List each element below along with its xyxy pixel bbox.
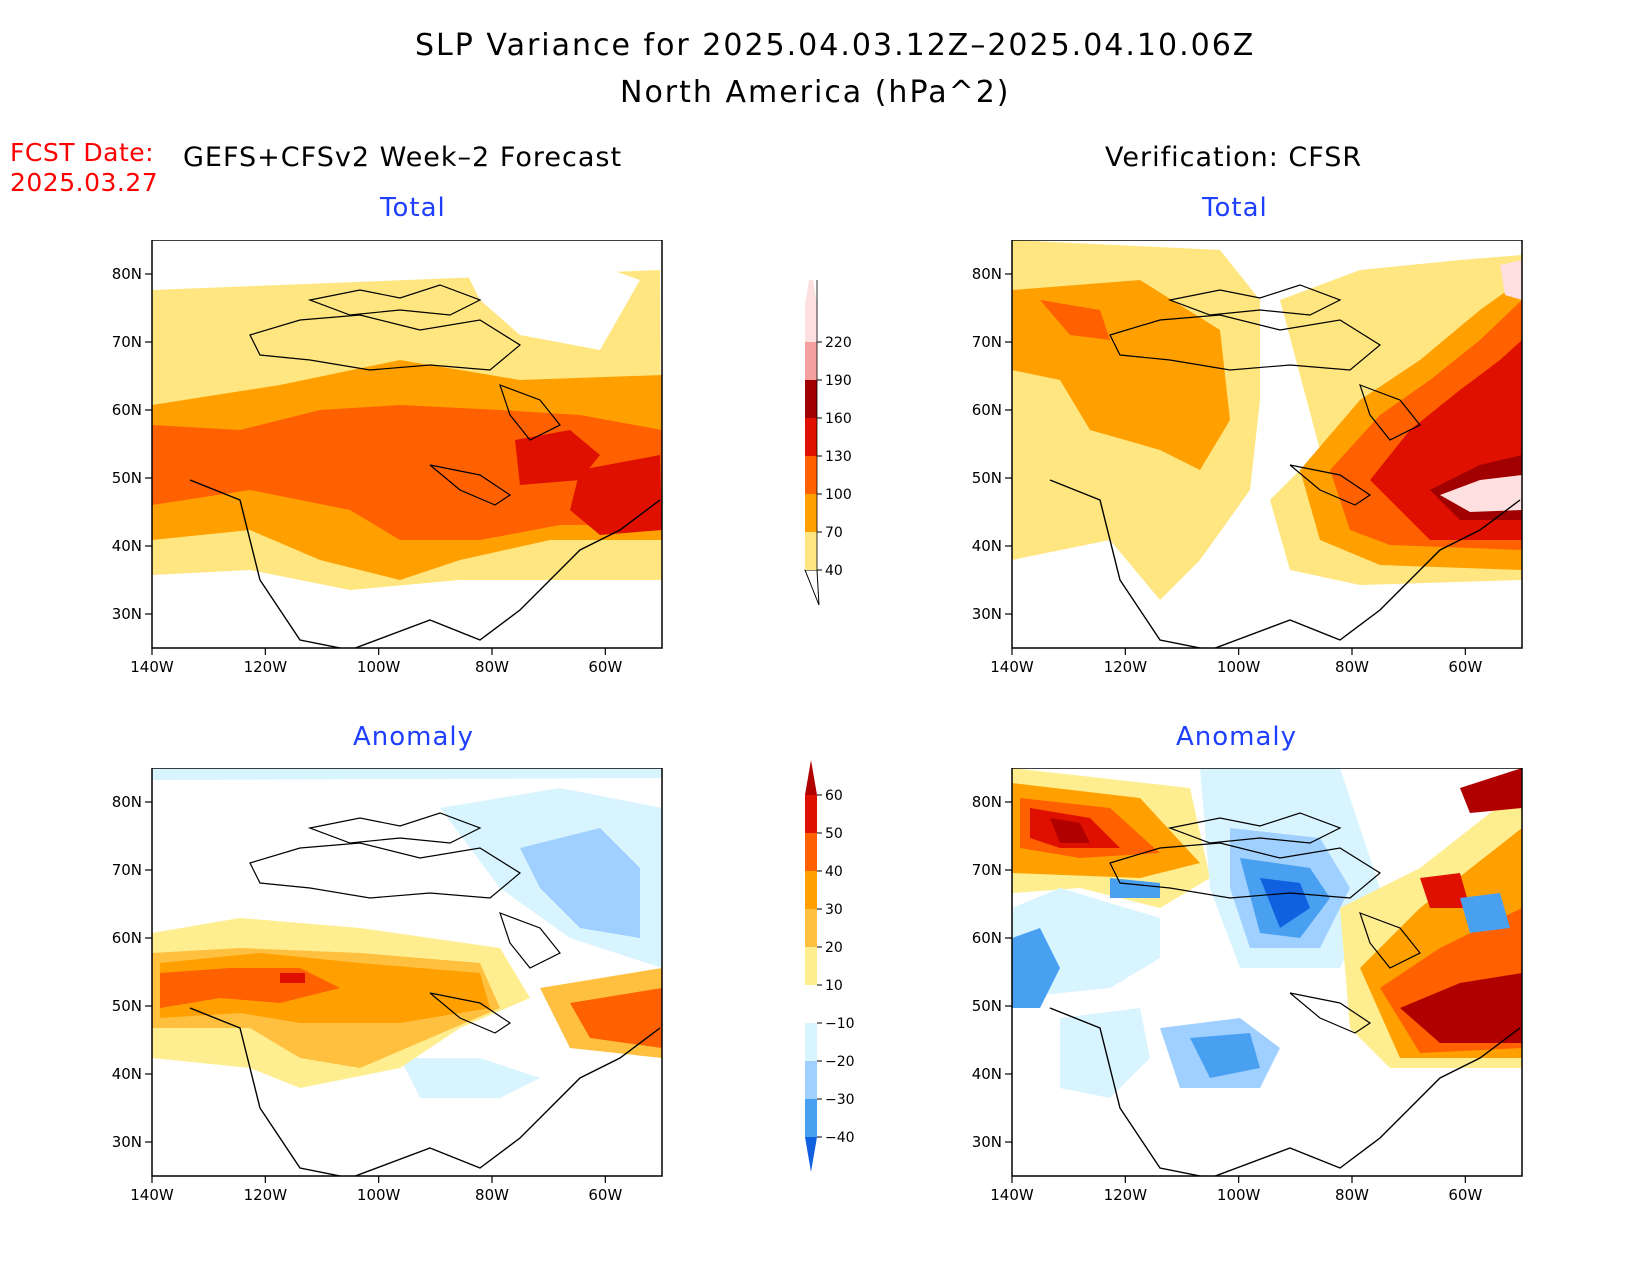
colorbar-level-label: 50 — [825, 826, 843, 842]
lon-tick-label: 80W — [475, 658, 509, 676]
lat-tick-label: 80N — [112, 265, 142, 283]
colorbar-level-label: 160 — [825, 411, 852, 427]
colorbar-swatch — [805, 532, 817, 570]
lat-tick-label: 60N — [972, 929, 1002, 947]
colorbar-swatch — [805, 1099, 817, 1137]
fcst-date-value: 2025.03.27 — [10, 168, 159, 197]
map-verification-total: 140W 120W 100W 80W 60W 80N 70N 60N 50N 40N 30N — [972, 240, 1523, 676]
panel-title-verif-total: Total — [1202, 193, 1268, 223]
colorbar-level-label: 220 — [825, 335, 852, 351]
lon-tick-label: 140W — [990, 658, 1034, 676]
lon-tick-label: 100W — [357, 658, 401, 676]
lon-tick-label: 100W — [357, 1186, 401, 1204]
colorbar-level-label: 40 — [825, 563, 843, 579]
lon-tick-label: 80W — [1335, 1186, 1369, 1204]
lon-tick-label: 60W — [588, 658, 622, 676]
colorbar-level-label: −40 — [825, 1130, 855, 1146]
lon-tick-label: 140W — [130, 658, 174, 676]
lon-tick-label: 140W — [990, 1186, 1034, 1204]
forecast-header: GEFS+CFSv2 Week–2 Forecast — [183, 142, 623, 173]
panel-title-verif-anomaly: Anomaly — [1176, 722, 1298, 752]
colorbar-level-label: 100 — [825, 487, 852, 503]
lat-tick-label: 80N — [112, 793, 142, 811]
colorbar-level-label: 190 — [825, 373, 852, 389]
lat-tick-label: 80N — [972, 265, 1002, 283]
lat-tick-label: 70N — [112, 333, 142, 351]
colorbar-swatch — [805, 380, 817, 418]
lon-tick-label: 100W — [1217, 658, 1261, 676]
lat-tick-label: 50N — [972, 997, 1002, 1015]
lat-tick-label: 60N — [972, 401, 1002, 419]
colorbar-level-label: 30 — [825, 902, 843, 918]
map-verification-anomaly: 140W 120W 100W 80W 60W 80N 70N 60N 50N 40N 30N — [972, 768, 1523, 1204]
map-forecast-total: 140W 120W 100W 80W 60W 80N 70N 60N 50N 40N 30N — [112, 240, 663, 676]
colorbar-upper-cap — [805, 760, 817, 795]
lat-tick-label: 70N — [112, 861, 142, 879]
colorbar-swatch — [805, 871, 817, 909]
anomaly-colorbar: 60 50 40 30 20 10 −10 −20 −30 −40 — [805, 760, 855, 1172]
colorbar-upper-cap — [805, 280, 817, 304]
total-colorbar: 40 70 100 130 160 190 220 — [804, 280, 852, 606]
fcst-date-label: FCST Date: — [10, 138, 155, 167]
lat-tick-label: 50N — [112, 997, 142, 1015]
lon-tick-label: 120W — [244, 658, 288, 676]
title-line2: North America (hPa^2) — [620, 75, 1011, 110]
colorbar-swatch — [805, 418, 817, 456]
colorbar-level-label: −20 — [825, 1054, 855, 1070]
panel-title-fcst-anomaly: Anomaly — [353, 722, 475, 752]
panel-title-fcst-total: Total — [380, 193, 446, 223]
lat-tick-label: 50N — [972, 469, 1002, 487]
map-forecast-anomaly: 140W 120W 100W 80W 60W 80N 70N 60N 50N 40N 30N — [112, 768, 663, 1204]
lon-tick-label: 140W — [130, 1186, 174, 1204]
lat-tick-label: 30N — [972, 605, 1002, 623]
colorbar-swatch — [805, 985, 817, 1023]
colorbar-level-label: 20 — [825, 940, 843, 956]
lat-tick-label: 40N — [112, 537, 142, 555]
lat-tick-label: 60N — [112, 929, 142, 947]
colorbar-swatch — [805, 1023, 817, 1061]
lat-tick-label: 60N — [112, 401, 142, 419]
colorbar-swatch — [805, 304, 817, 342]
lat-tick-label: 40N — [972, 1065, 1002, 1083]
lat-tick-label: 40N — [972, 537, 1002, 555]
colorbar-level-label: 70 — [825, 525, 843, 541]
lon-tick-label: 120W — [1104, 658, 1148, 676]
verification-header: Verification: CFSR — [1105, 142, 1363, 173]
lat-tick-label: 70N — [972, 333, 1002, 351]
lat-tick-label: 30N — [972, 1133, 1002, 1151]
colorbar-lower-cap — [805, 1137, 817, 1172]
colorbar-swatch — [805, 342, 817, 380]
lat-tick-label: 30N — [112, 1133, 142, 1151]
colorbar-swatch — [805, 833, 817, 871]
lon-tick-label: 80W — [475, 1186, 509, 1204]
lat-tick-label: 40N — [112, 1065, 142, 1083]
lon-tick-label: 80W — [1335, 658, 1369, 676]
colorbar-level-label: −10 — [825, 1016, 855, 1032]
colorbar-swatch — [805, 1061, 817, 1099]
lon-tick-label: 60W — [1448, 1186, 1482, 1204]
lon-tick-label: 120W — [1104, 1186, 1148, 1204]
colorbar-lower-cap — [804, 569, 820, 606]
lon-tick-label: 120W — [244, 1186, 288, 1204]
colorbar-level-label: 10 — [825, 978, 843, 994]
lon-tick-label: 60W — [1448, 658, 1482, 676]
title-line1: SLP Variance for 2025.04.03.12Z–2025.04.… — [415, 28, 1256, 63]
lon-tick-label: 60W — [588, 1186, 622, 1204]
colorbar-level-label: −30 — [825, 1092, 855, 1108]
colorbar-swatch — [805, 494, 817, 532]
colorbar-level-label: 130 — [825, 449, 852, 465]
colorbar-swatch — [805, 947, 817, 985]
colorbar-level-label: 40 — [825, 864, 843, 880]
lat-tick-label: 50N — [112, 469, 142, 487]
lon-tick-label: 100W — [1217, 1186, 1261, 1204]
lat-tick-label: 80N — [972, 793, 1002, 811]
colorbar-swatch — [805, 795, 817, 833]
colorbar-swatch — [805, 909, 817, 947]
colorbar-swatch — [805, 456, 817, 494]
colorbar-level-label: 60 — [825, 788, 843, 804]
lat-tick-label: 30N — [112, 605, 142, 623]
lat-tick-label: 70N — [972, 861, 1002, 879]
